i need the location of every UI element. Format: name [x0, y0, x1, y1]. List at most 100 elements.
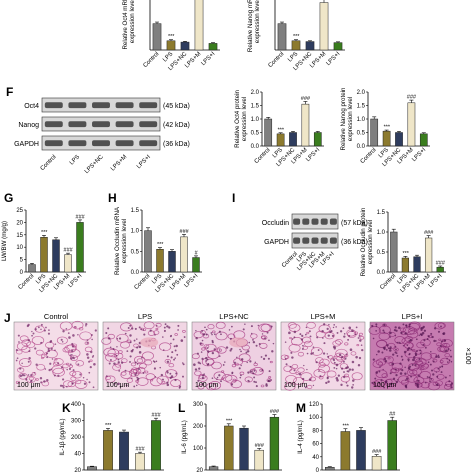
tissue-nucleus — [345, 353, 348, 355]
tissue-alveolus — [62, 363, 69, 369]
tissue-nucleus — [408, 339, 411, 342]
tissue-nucleus — [206, 363, 209, 366]
tissue-nucleus — [433, 339, 436, 343]
tissue-nucleus — [432, 360, 435, 363]
tissue-nucleus — [45, 326, 47, 329]
tissue-nucleus — [265, 383, 268, 386]
tissue-nucleus — [71, 349, 74, 352]
tissue-alveolus — [289, 336, 292, 340]
histology-image — [369, 321, 455, 391]
panel-letter-h: H — [108, 191, 117, 205]
tissue-alveolus — [411, 368, 422, 376]
scale-bar-label: 100 μm — [106, 382, 130, 389]
tissue-nucleus — [245, 351, 248, 354]
tissue-nucleus — [200, 351, 203, 353]
tissue-nucleus — [428, 335, 430, 338]
tissue-alveolus — [252, 367, 264, 376]
tissue-nucleus — [174, 357, 176, 359]
tissue-nucleus — [406, 326, 408, 329]
tissue-nucleus — [53, 374, 56, 377]
tissue-alveolus — [121, 358, 128, 363]
tissue-nucleus — [222, 364, 225, 366]
tissue-alveolus — [191, 353, 200, 360]
tissue-nucleus — [402, 358, 404, 361]
tissue-nucleus — [342, 327, 345, 330]
tissue-nucleus — [86, 378, 88, 381]
tissue-nucleus — [387, 347, 390, 350]
tissue-nucleus — [349, 348, 353, 352]
tissue-nucleus — [437, 354, 440, 357]
tissue-nucleus — [389, 331, 392, 335]
tissue-alveolus — [21, 346, 31, 353]
bar-lpsnc — [119, 431, 129, 471]
tissue-nucleus — [394, 368, 397, 371]
tissue-nucleus — [132, 348, 134, 351]
tissue-nucleus — [61, 341, 64, 343]
tissue-nucleus — [395, 373, 398, 377]
tissue-nucleus — [399, 372, 403, 375]
tissue-nucleus — [343, 335, 346, 338]
tissue-nucleus — [291, 356, 294, 359]
tissue-alveolus — [439, 360, 444, 363]
tissue-alveolus — [101, 337, 112, 345]
tissue-nucleus — [166, 325, 169, 328]
bar-control — [277, 23, 287, 51]
significance-label: ### — [151, 413, 161, 419]
tissue-nucleus — [414, 363, 417, 366]
bar-lpsi — [333, 42, 343, 51]
significance-label: ### — [372, 449, 382, 455]
bar-lpsnc — [413, 256, 421, 273]
tissue-nucleus — [231, 325, 233, 328]
tissue-nucleus — [57, 374, 60, 377]
tissue-nucleus — [450, 383, 453, 386]
tissue-nucleus — [383, 331, 386, 334]
tissue-nucleus — [129, 341, 132, 344]
tissue-nucleus — [16, 357, 19, 360]
tissue-nucleus — [397, 326, 401, 330]
tissue-nucleus — [117, 361, 120, 364]
tissue-alveolus — [295, 372, 299, 375]
tissue-nucleus — [143, 333, 146, 336]
tissue-alveolus — [213, 371, 226, 381]
tissue-nucleus — [171, 351, 174, 354]
tissue-nucleus — [195, 336, 198, 340]
tissue-nucleus — [173, 345, 176, 348]
blot-band — [92, 102, 110, 109]
tissue-alveolus — [16, 349, 23, 355]
tissue-nucleus — [43, 380, 46, 383]
tissue-nucleus — [318, 370, 320, 372]
tissue-nucleus — [248, 380, 250, 382]
tissue-nucleus — [129, 355, 132, 358]
tissue-alveolus — [326, 370, 337, 378]
tissue-nucleus — [423, 339, 426, 342]
tissue-nucleus — [270, 325, 273, 328]
tissue-nucleus — [336, 331, 339, 334]
tissue-alveolus — [250, 333, 258, 339]
tissue-nucleus — [249, 370, 253, 373]
significance-label: *** — [226, 418, 233, 424]
tissue-nucleus — [46, 356, 49, 359]
significance-label: *** — [383, 125, 390, 131]
tissue-nucleus — [92, 386, 95, 389]
y-tick-label: 200 — [193, 424, 204, 430]
tissue-alveolus — [84, 341, 90, 345]
tissue-alveolus — [52, 361, 60, 367]
tissue-alveolus — [408, 327, 418, 335]
tissue-nucleus — [424, 346, 427, 349]
tissue-alveolus — [150, 379, 154, 382]
y-tick-label: 1.5 — [357, 104, 366, 110]
tissue-nucleus — [138, 326, 141, 329]
tissue-nucleus — [302, 344, 304, 347]
blot-band — [293, 237, 301, 244]
tissue-nucleus — [224, 361, 226, 363]
tissue-nucleus — [439, 366, 441, 368]
tissue-nucleus — [301, 334, 304, 338]
tissue-nucleus — [230, 383, 234, 386]
tissue-nucleus — [305, 326, 308, 329]
tissue-nucleus — [357, 337, 360, 339]
bar-lpsi — [192, 257, 200, 273]
tissue-nucleus — [153, 361, 156, 363]
tissue-nucleus — [203, 373, 205, 375]
tissue-nucleus — [59, 384, 63, 387]
tissue-nucleus — [284, 358, 287, 360]
